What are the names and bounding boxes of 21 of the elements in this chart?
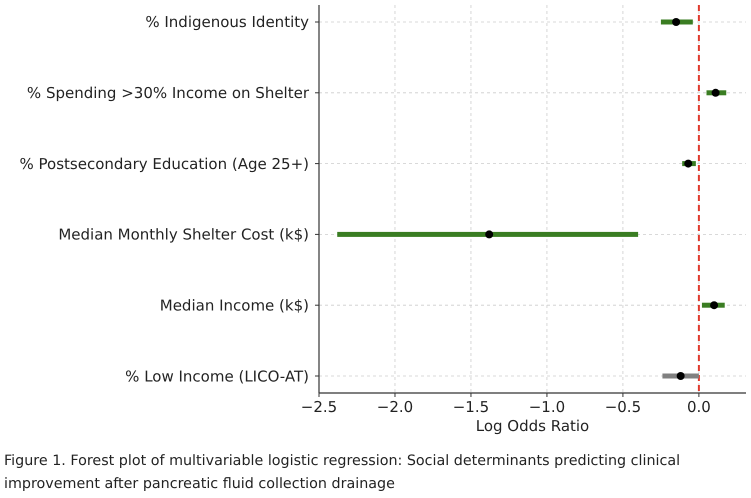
- x-tick-label: −1.0: [528, 398, 566, 416]
- bar: [337, 232, 638, 237]
- point: [684, 160, 692, 168]
- caption: Figure 1. Forest plot of multivariable logistic regression: Social determinants predicting clinical improvement after pancreatic fluid collection drainage: [4, 453, 680, 492]
- y-tick-label: % Postsecondary Education (Age 25+): [20, 154, 309, 173]
- point: [485, 230, 494, 238]
- x-tick-label: −0.5: [604, 398, 642, 416]
- point: [712, 88, 720, 97]
- point: [710, 301, 718, 310]
- y-tick-label: Median Monthly Shelter Cost (k$): [58, 226, 309, 244]
- y-tick-label: % Spending >30% Income on Shelter: [26, 84, 310, 102]
- point: [672, 18, 680, 26]
- y-tick-label: Median Income (k$): [160, 296, 309, 314]
- x-axis-title: Log Odds Ratio: [476, 417, 590, 435]
- x-tick-label: −2.5: [300, 398, 338, 416]
- y-tick-label: % Indigenous Identity: [145, 13, 310, 32]
- x-tick-label: −1.5: [452, 398, 490, 416]
- point: [676, 372, 685, 380]
- x-tick-label: −2.0: [376, 398, 414, 416]
- x-tick-label: 0.0: [686, 398, 711, 416]
- y-tick-label: % Low Income (LICO-AT): [125, 367, 309, 386]
